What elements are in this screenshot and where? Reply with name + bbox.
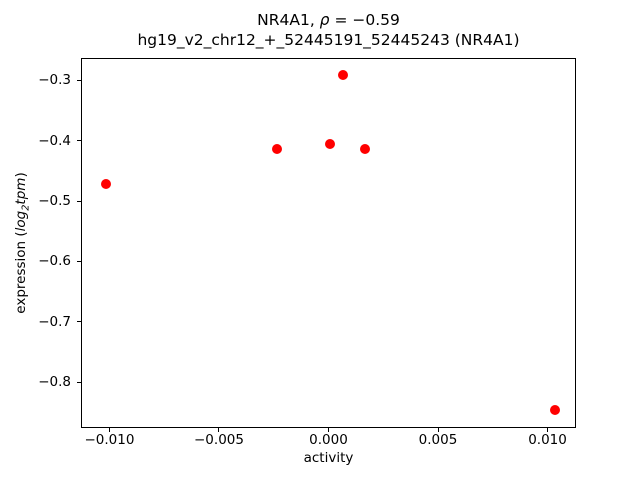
data-point <box>550 405 561 416</box>
x-tick-label: −0.010 <box>84 432 135 448</box>
x-tick-mark <box>108 428 110 432</box>
ylabel-log: log <box>13 210 29 232</box>
data-point <box>359 143 370 154</box>
x-tick-label: −0.005 <box>194 432 244 448</box>
y-tick-mark <box>77 381 81 383</box>
y-tick-mark <box>77 260 81 262</box>
x-tick-label: 0.010 <box>528 432 567 448</box>
plot-area <box>81 58 576 428</box>
y-tick-label: −0.7 <box>38 313 71 330</box>
y-tick-label: −0.4 <box>38 132 71 149</box>
title-rho-symbol: ρ <box>319 11 330 29</box>
x-tick-label: 0.005 <box>418 432 458 448</box>
x-tick-mark <box>547 428 549 432</box>
x-tick-mark <box>328 428 329 432</box>
y-tick-mark <box>77 79 81 81</box>
x-axis-label: activity <box>303 450 354 466</box>
x-tick-label: 0.000 <box>309 432 348 448</box>
data-point <box>101 178 112 189</box>
x-tick-mark <box>437 428 439 432</box>
data-point <box>337 70 348 81</box>
ylabel-suffix: ) <box>13 172 29 178</box>
x-tick-mark <box>218 428 220 432</box>
y-tick-mark <box>77 200 81 202</box>
data-point <box>271 143 282 154</box>
y-tick-label: −0.5 <box>38 193 71 210</box>
data-point <box>324 139 335 150</box>
chart-subtitle: hg19_v2_chr12_+_52445191_52445243 (NR4A1… <box>137 30 520 49</box>
chart-title: NR4A1, ρ = −0.59 hg19_v2_chr12_+_5244519… <box>81 11 576 50</box>
ylabel-prefix: expression ( <box>13 231 29 314</box>
y-tick-label: −0.6 <box>38 253 71 270</box>
y-tick-label: −0.8 <box>38 374 71 391</box>
chart-title-line1: NR4A1, ρ = −0.59 <box>81 11 576 31</box>
y-tick-label: −0.3 <box>38 72 71 89</box>
y-tick-mark <box>77 140 81 142</box>
title-rho-value: = −0.59 <box>329 11 400 29</box>
y-tick-mark <box>77 321 81 323</box>
title-gene: NR4A1, <box>257 11 320 29</box>
